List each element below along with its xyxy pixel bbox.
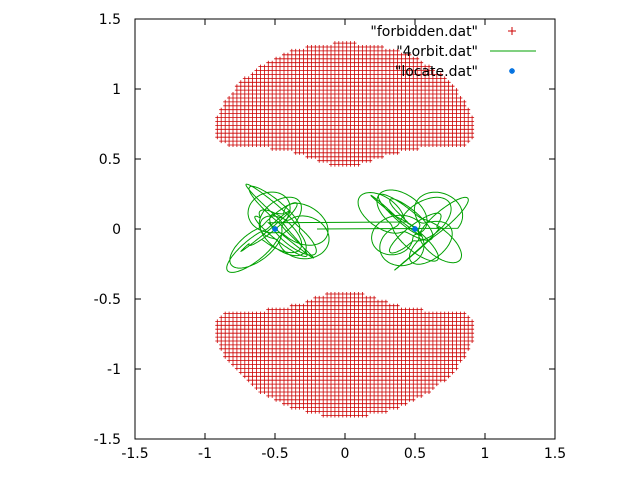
x-tick-label: -1.5 bbox=[121, 446, 148, 462]
x-tick-label: -0.5 bbox=[261, 446, 288, 462]
y-tick-label: 1.5 bbox=[99, 12, 121, 28]
legend: "forbidden.dat" "4orbit.dat" "locate.dat… bbox=[370, 24, 536, 80]
legend-label-orbit: "4orbit.dat" bbox=[396, 44, 478, 60]
locate-point bbox=[272, 226, 278, 232]
legend-label-locate: "locate.dat" bbox=[395, 64, 478, 80]
y-tick-label: -0.5 bbox=[94, 292, 121, 308]
x-tick-label: 0 bbox=[341, 446, 350, 462]
forbidden-region-series bbox=[215, 41, 475, 418]
x-tick-label: 0.5 bbox=[404, 446, 426, 462]
x-tick-label: 1.5 bbox=[544, 446, 566, 462]
y-axis: 1.5 1 0.5 0 -0.5 -1 -1.5 bbox=[94, 12, 555, 448]
y-tick-label: 0.5 bbox=[99, 152, 121, 168]
forbidden-marks bbox=[215, 41, 475, 418]
y-tick-label: 1 bbox=[112, 82, 121, 98]
x-tick-label: -1 bbox=[198, 446, 212, 462]
legend-symbol-locate bbox=[509, 68, 515, 74]
legend-symbol-forbidden bbox=[508, 27, 516, 35]
y-tick-label: 0 bbox=[112, 222, 121, 238]
legend-label-forbidden: "forbidden.dat" bbox=[370, 24, 478, 40]
orbit-line bbox=[226, 183, 469, 273]
locate-series bbox=[272, 226, 418, 232]
orbit-series bbox=[226, 183, 469, 273]
x-tick-label: 1 bbox=[481, 446, 490, 462]
y-tick-label: -1.5 bbox=[94, 432, 121, 448]
y-tick-label: -1 bbox=[107, 362, 121, 378]
x-axis: -1.5 -1 -0.5 0 0.5 1 1.5 bbox=[121, 19, 566, 462]
locate-point bbox=[412, 226, 418, 232]
